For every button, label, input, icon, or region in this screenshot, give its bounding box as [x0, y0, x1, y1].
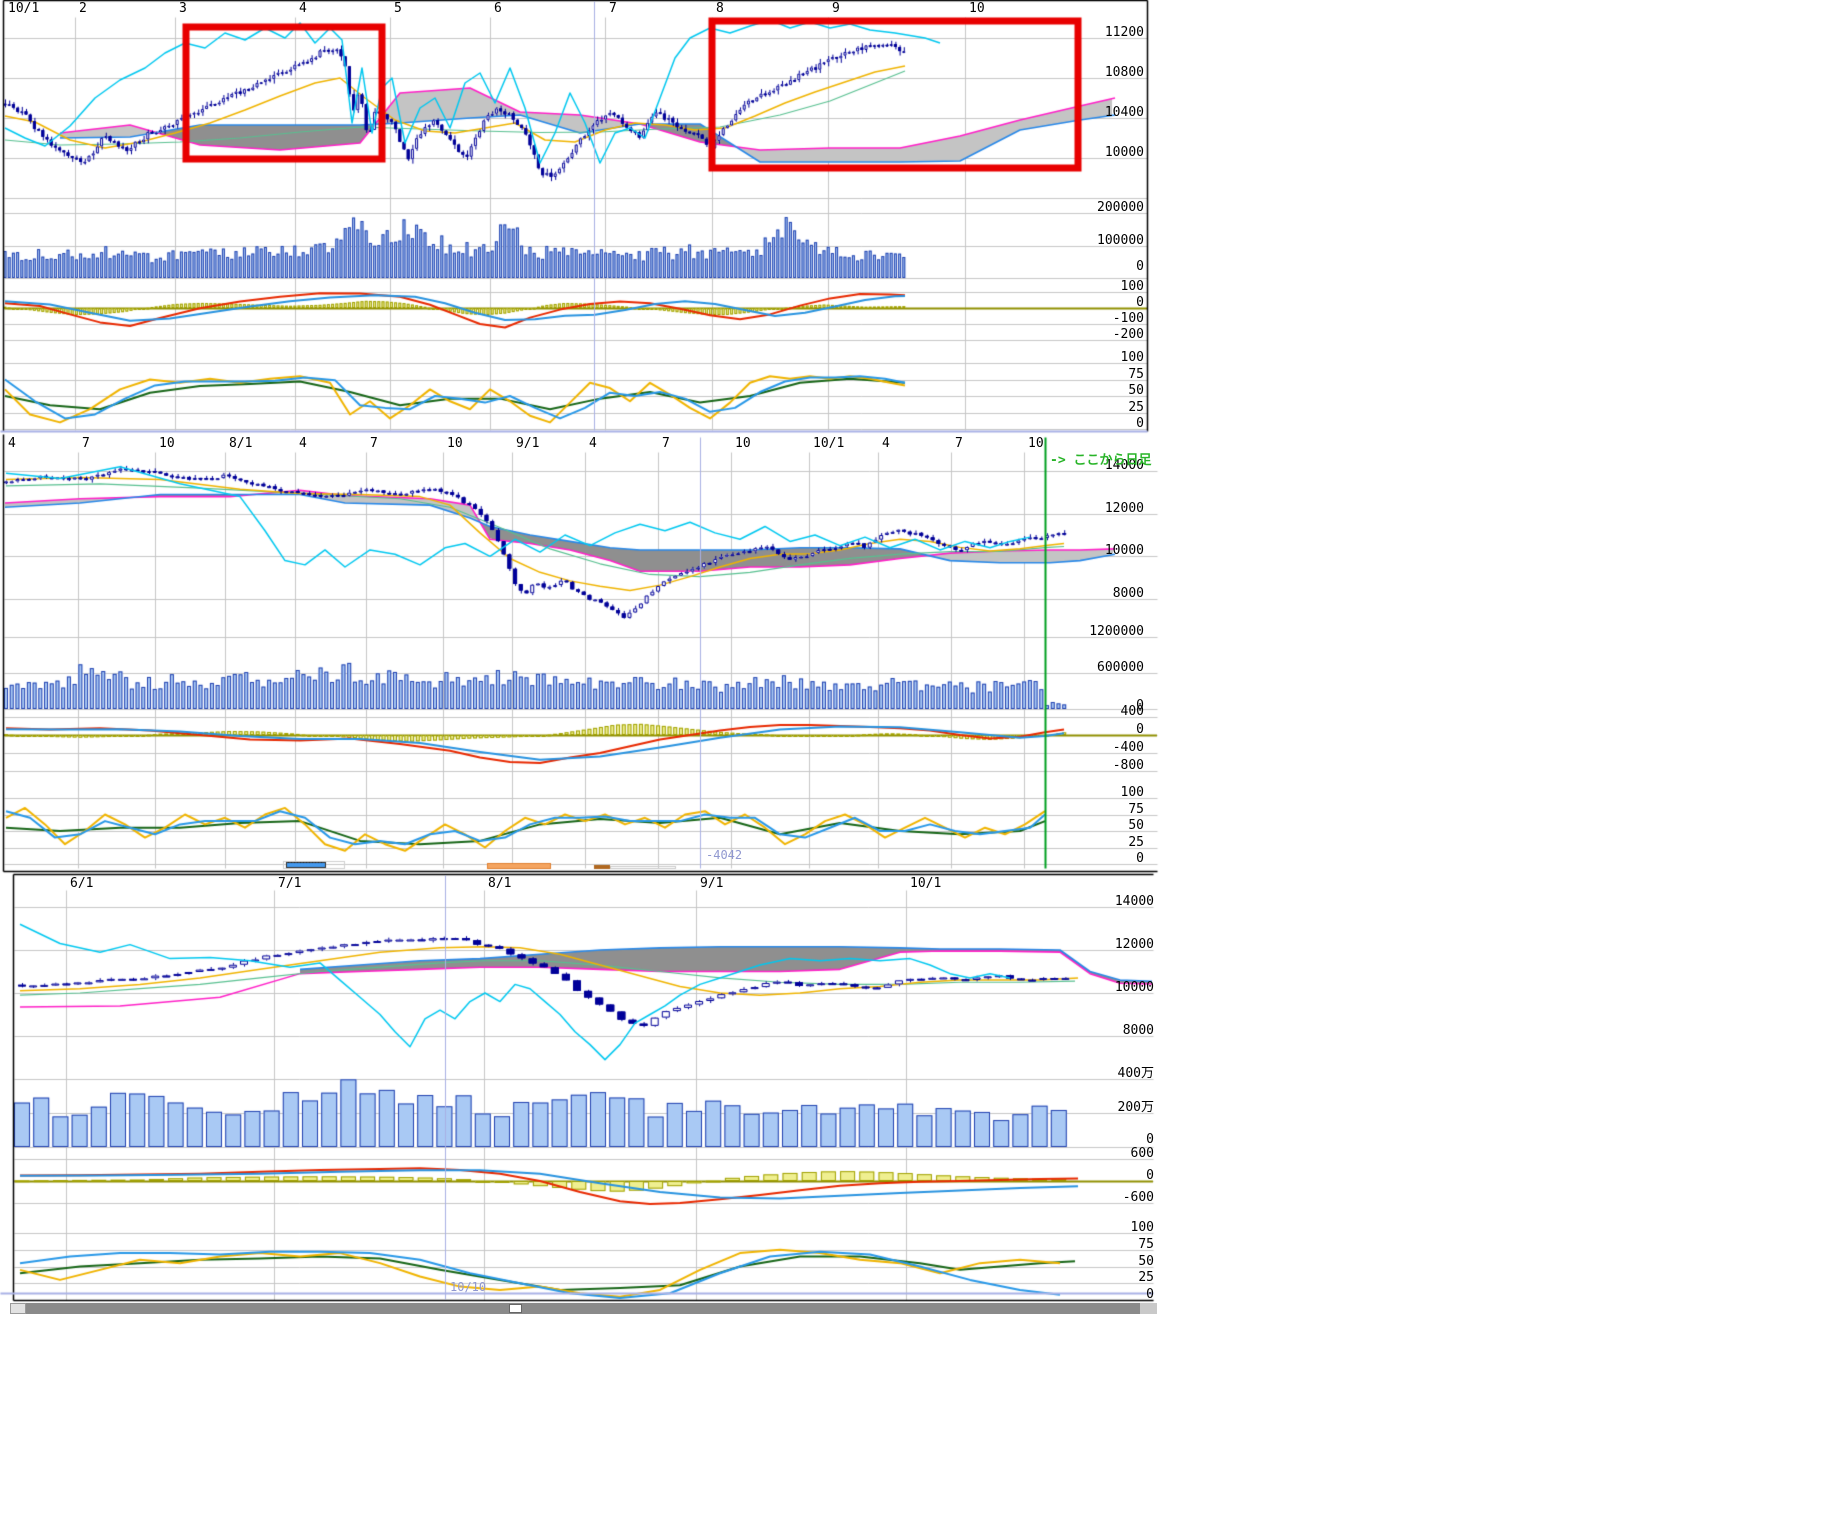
y-axis-label: 10800: [1104, 65, 1144, 80]
y-axis-label: 8000: [1112, 586, 1144, 601]
y-axis-label: 100: [1120, 279, 1144, 294]
y-axis-label: 75: [1138, 1237, 1154, 1252]
y-axis-label: 14000: [1104, 458, 1144, 473]
y-axis-label: 25: [1128, 400, 1144, 415]
y-axis-label: 50: [1128, 818, 1144, 833]
x-axis-label: 8: [716, 1, 724, 16]
x-axis-label: 10/1: [8, 1, 40, 16]
y-axis-label: 0: [1146, 1132, 1154, 1147]
y-axis-label: 0: [1136, 295, 1144, 310]
h-scrollbar-thumb[interactable]: [26, 1303, 1140, 1314]
x-axis-label: 6/1: [70, 876, 94, 891]
y-axis-label: 0: [1136, 416, 1144, 431]
y-axis-label: 100: [1120, 350, 1144, 365]
x-axis-label: 4: [299, 436, 307, 451]
x-axis-label: 8/1: [229, 436, 253, 451]
y-axis-label: 50: [1128, 383, 1144, 398]
y-axis-label: -400: [1112, 740, 1144, 755]
y-axis-label: 75: [1128, 367, 1144, 382]
x-axis-label: 9/1: [516, 436, 540, 451]
scrollbar-gap: [509, 1304, 522, 1313]
x-axis-label: 7/1: [278, 876, 302, 891]
y-axis-label: 14000: [1114, 894, 1154, 909]
y-axis-label: 600: [1130, 1146, 1154, 1161]
x-axis-label: 4: [882, 436, 890, 451]
x-axis-label: 10: [735, 436, 751, 451]
y-axis-label: 10000: [1104, 145, 1144, 160]
x-axis-label: 3: [179, 1, 187, 16]
x-axis-label: 10: [969, 1, 985, 16]
y-axis-label: 400: [1120, 704, 1144, 719]
y-axis-label: 12000: [1104, 501, 1144, 516]
y-axis-label: 0: [1136, 259, 1144, 274]
x-axis-label: 10: [447, 436, 463, 451]
x-axis-label: 7: [370, 436, 378, 451]
y-axis-label: 100: [1120, 785, 1144, 800]
y-axis-label: -200: [1112, 327, 1144, 342]
y-axis-label: -600: [1122, 1190, 1154, 1205]
y-axis-label: 600000: [1097, 660, 1144, 675]
y-axis-label: 0: [1146, 1168, 1154, 1183]
x-axis-label: 10: [159, 436, 175, 451]
x-axis-label: 9: [832, 1, 840, 16]
x-axis-label: 7: [955, 436, 963, 451]
y-axis-label: 0: [1136, 698, 1144, 713]
x-axis-label: 4: [589, 436, 597, 451]
scroll-left-button[interactable]: [10, 1303, 26, 1314]
x-axis-label: 8/1: [488, 876, 512, 891]
y-axis-label: 0: [1136, 851, 1144, 866]
y-axis-label: 50: [1138, 1254, 1154, 1269]
x-axis-label: 7: [609, 1, 617, 16]
y-axis-label: 100: [1130, 1220, 1154, 1235]
y-axis-label: 10000: [1114, 980, 1154, 995]
y-axis-label: 0: [1146, 1287, 1154, 1302]
x-axis-label: 7: [82, 436, 90, 451]
x-axis-label: 4: [8, 436, 16, 451]
x-axis-label: 10/1: [813, 436, 845, 451]
y-axis-label: -800: [1112, 758, 1144, 773]
crosshair-readout-daily: 10/10: [450, 1280, 487, 1294]
y-axis-label: 200万: [1117, 1100, 1154, 1115]
x-axis-label: 6: [494, 1, 502, 16]
x-axis-label: 10/1: [910, 876, 942, 891]
y-axis-label: 8000: [1122, 1023, 1154, 1038]
y-axis-label: 400万: [1117, 1066, 1154, 1081]
y-axis-label: 12000: [1114, 937, 1154, 952]
y-axis-label: 100000: [1097, 233, 1144, 248]
x-axis-label: 2: [79, 1, 87, 16]
y-axis-label: 10400: [1104, 105, 1144, 120]
y-axis-label: 11200: [1104, 25, 1144, 40]
y-axis-label: -100: [1112, 311, 1144, 326]
x-axis-label: 5: [394, 1, 402, 16]
y-axis-label: 0: [1136, 722, 1144, 737]
y-axis-label: 1200000: [1089, 624, 1144, 639]
y-axis-label: 200000: [1097, 200, 1144, 215]
x-axis-label: 10: [1028, 436, 1044, 451]
y-axis-label: 10000: [1104, 543, 1144, 558]
x-axis-label: 4: [299, 1, 307, 16]
crosshair-readout-weekly: -4042: [706, 848, 743, 862]
annotation-daily-from-here: -> ここから日足: [1050, 453, 1152, 468]
x-axis-label: 9/1: [700, 876, 724, 891]
y-axis-label: 75: [1128, 802, 1144, 817]
x-axis-label: 7: [662, 436, 670, 451]
y-axis-label: 25: [1138, 1270, 1154, 1285]
y-axis-label: 25: [1128, 835, 1144, 850]
